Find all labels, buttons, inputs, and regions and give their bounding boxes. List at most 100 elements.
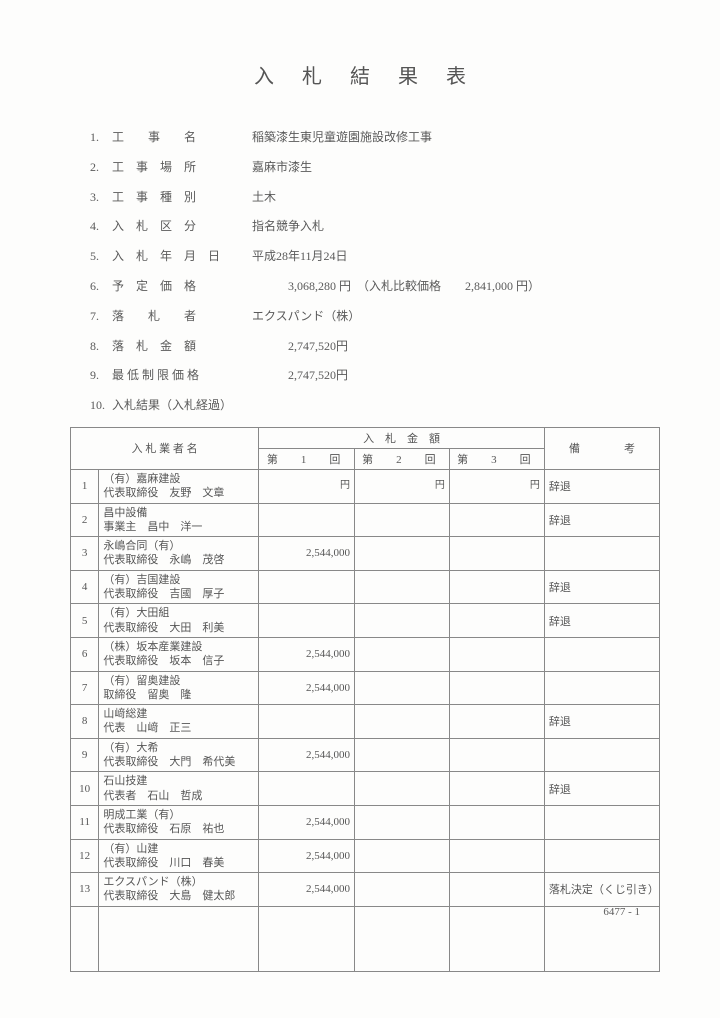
info-value: 土木: [252, 189, 660, 206]
info-value: 2,747,520円: [252, 367, 660, 384]
amount-round1: 2,544,000: [259, 805, 355, 839]
note-cell: 辞退: [544, 705, 659, 739]
empty-cell: [544, 906, 659, 971]
row-number: 11: [71, 805, 99, 839]
header-round2: 第 2 回: [354, 448, 449, 469]
amount-round2: [354, 738, 449, 772]
bidder-name: （有）吉国建設代表取締役 吉國 厚子: [99, 570, 259, 604]
amount-round1: 2,544,000: [259, 671, 355, 705]
table-row: 10石山技建代表者 石山 哲成 辞退: [71, 772, 660, 806]
amount-round3: [449, 839, 544, 873]
table-row: 13エクスパンド（株）代表取締役 大島 健太郎2,544,000落札決定（くじ引…: [71, 873, 660, 907]
bid-result-table: 入 札 業 者 名 入 札 金 額 備 考 第 1 回 第 2 回 第 3 回 …: [70, 427, 660, 972]
info-row: 4. 入 札 区 分 指名競争入札: [90, 218, 660, 235]
note-cell: 辞退: [544, 503, 659, 537]
info-num: 3.: [90, 189, 112, 206]
info-row: 8. 落 札 金 額 2,747,520円: [90, 338, 660, 355]
page-title: 入札結果表: [60, 60, 660, 89]
info-label: 入札結果（入札経過）: [112, 397, 252, 414]
info-value: [252, 397, 660, 414]
table-row-empty: [71, 906, 660, 971]
amount-round3: [449, 570, 544, 604]
table-row: 6（株）坂本産業建設代表取締役 坂本 信子2,544,000: [71, 637, 660, 671]
table-row: 7（有）留奥建設取締役 留奥 隆2,544,000: [71, 671, 660, 705]
row-number: 3: [71, 537, 99, 571]
amount-round1: [259, 705, 355, 739]
note-cell: [544, 805, 659, 839]
amount-round3: [449, 503, 544, 537]
amount-round3: 円: [449, 469, 544, 503]
row-number: 5: [71, 604, 99, 638]
info-row: 2. 工 事 場 所 嘉麻市漆生: [90, 159, 660, 176]
info-label: 工 事 名: [112, 129, 252, 146]
table-row: 4（有）吉国建設代表取締役 吉國 厚子 辞退: [71, 570, 660, 604]
bidder-name: （株）坂本産業建設代表取締役 坂本 信子: [99, 637, 259, 671]
bidder-name: 石山技建代表者 石山 哲成: [99, 772, 259, 806]
amount-round2: [354, 671, 449, 705]
document-page: 入札結果表 1. 工 事 名 稲築漆生東児童遊園施設改修工事 2. 工 事 場 …: [0, 0, 720, 1018]
amount-round1: 2,544,000: [259, 537, 355, 571]
info-label: 落 札 者: [112, 308, 252, 325]
note-cell: [544, 839, 659, 873]
note-cell: 辞退: [544, 570, 659, 604]
info-row: 10. 入札結果（入札経過）: [90, 397, 660, 414]
bidder-name: 永嶋合同（有）代表取締役 永嶋 茂啓: [99, 537, 259, 571]
table-row: 3永嶋合同（有）代表取締役 永嶋 茂啓2,544,000: [71, 537, 660, 571]
info-num: 8.: [90, 338, 112, 355]
info-num: 2.: [90, 159, 112, 176]
info-row: 9. 最 低 制 限 価 格 2,747,520円: [90, 367, 660, 384]
note-cell: 辞退: [544, 772, 659, 806]
table-body: 1（有）嘉麻建設代表取締役 友野 文章円円円辞退2昌中設備事業主 昌中 洋一辞退…: [71, 469, 660, 971]
amount-round3: [449, 671, 544, 705]
amount-round2: [354, 604, 449, 638]
note-cell: 辞退: [544, 604, 659, 638]
amount-round1: 2,544,000: [259, 637, 355, 671]
amount-round3: [449, 873, 544, 907]
info-num: 1.: [90, 129, 112, 146]
header-bidder: 入 札 業 者 名: [71, 427, 259, 469]
header-round3: 第 3 回: [449, 448, 544, 469]
info-label: 工 事 場 所: [112, 159, 252, 176]
table-row: 1（有）嘉麻建設代表取締役 友野 文章円円円辞退: [71, 469, 660, 503]
table-row: 12（有）山建代表取締役 川口 春美2,544,000: [71, 839, 660, 873]
amount-round2: [354, 570, 449, 604]
amount-round3: [449, 738, 544, 772]
row-number: 4: [71, 570, 99, 604]
row-number: 7: [71, 671, 99, 705]
amount-round1: 2,544,000: [259, 738, 355, 772]
info-num: 10.: [90, 397, 112, 414]
info-value: 稲築漆生東児童遊園施設改修工事: [252, 129, 660, 146]
amount-round2: [354, 873, 449, 907]
note-cell: [544, 738, 659, 772]
table-row: 5（有）大田組代表取締役 大田 利美 辞退: [71, 604, 660, 638]
note-cell: [544, 637, 659, 671]
bidder-name: （有）山建代表取締役 川口 春美: [99, 839, 259, 873]
row-number: 10: [71, 772, 99, 806]
bidder-name: （有）嘉麻建設代表取締役 友野 文章: [99, 469, 259, 503]
info-label: 予 定 価 格: [112, 278, 252, 295]
bidder-name: （有）留奥建設取締役 留奥 隆: [99, 671, 259, 705]
amount-round3: [449, 805, 544, 839]
empty-cell: [71, 906, 99, 971]
empty-cell: [259, 906, 355, 971]
row-number: 1: [71, 469, 99, 503]
empty-cell: [99, 906, 259, 971]
header-amount: 入 札 金 額: [259, 427, 545, 448]
header-note: 備 考: [544, 427, 659, 469]
amount-round1: [259, 503, 355, 537]
row-number: 9: [71, 738, 99, 772]
info-num: 7.: [90, 308, 112, 325]
info-value: 2,747,520円: [252, 338, 660, 355]
row-number: 13: [71, 873, 99, 907]
amount-round1: [259, 604, 355, 638]
note-cell: [544, 671, 659, 705]
bidder-name: （有）大田組代表取締役 大田 利美: [99, 604, 259, 638]
table-header-row: 入 札 業 者 名 入 札 金 額 備 考: [71, 427, 660, 448]
info-num: 6.: [90, 278, 112, 295]
amount-round2: 円: [354, 469, 449, 503]
info-value: 指名競争入札: [252, 218, 660, 235]
row-number: 12: [71, 839, 99, 873]
info-list: 1. 工 事 名 稲築漆生東児童遊園施設改修工事 2. 工 事 場 所 嘉麻市漆…: [90, 129, 660, 414]
table-row: 9（有）大希代表取締役 大門 希代美2,544,000: [71, 738, 660, 772]
amount-round2: [354, 805, 449, 839]
